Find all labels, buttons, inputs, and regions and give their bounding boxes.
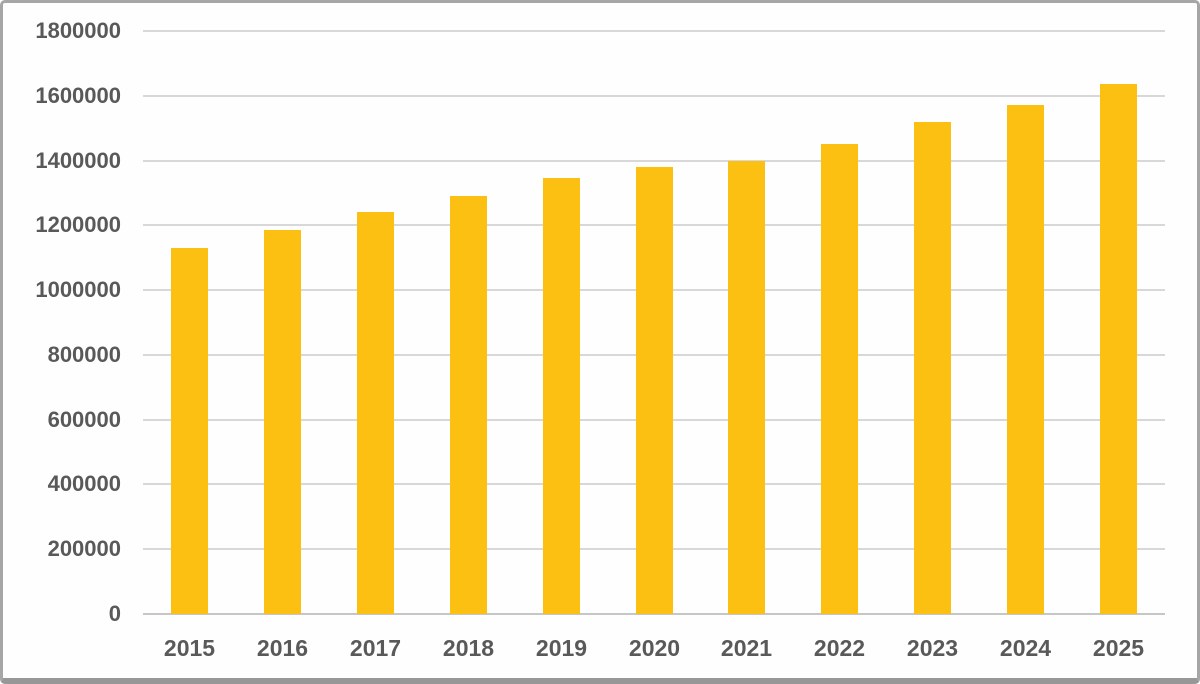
y-axis-label: 0 — [108, 601, 121, 626]
gridline — [143, 94, 1165, 97]
y-axis-label: 600000 — [47, 406, 121, 432]
bar-2015 — [171, 248, 208, 614]
y-axis-label: 1400000 — [35, 147, 121, 173]
x-axis-label: 2025 — [1092, 635, 1145, 661]
bar-2017 — [357, 212, 394, 614]
y-axis-label: 400000 — [47, 471, 121, 497]
bar-2019 — [543, 178, 580, 614]
bar-2018 — [450, 196, 487, 614]
x-axis-label: 2021 — [720, 635, 773, 661]
x-axis-line — [143, 613, 1165, 615]
y-axis-label: 200000 — [47, 536, 121, 562]
x-axis-label: 2018 — [442, 635, 495, 661]
x-axis-label: 2023 — [906, 635, 959, 661]
bar-2023 — [914, 122, 951, 614]
y-axis-label: 800000 — [47, 341, 121, 367]
x-axis-label: 2017 — [349, 635, 402, 661]
bar-2020 — [636, 167, 673, 614]
x-axis-label: 2015 — [163, 635, 216, 661]
y-axis-label: 1800000 — [35, 18, 121, 43]
y-axis-label: 1200000 — [35, 212, 121, 238]
bar-2025 — [1100, 84, 1137, 614]
bar-2016 — [264, 230, 301, 614]
bar-2021 — [728, 161, 765, 614]
y-axis-label: 1000000 — [35, 277, 121, 303]
x-axis-label: 2020 — [628, 635, 681, 661]
x-axis-label: 2019 — [535, 635, 588, 661]
x-axis-label: 2024 — [999, 635, 1052, 661]
x-axis-label: 2016 — [256, 635, 309, 661]
x-axis-label: 2022 — [813, 635, 866, 661]
gridline — [143, 30, 1165, 32]
gridline — [143, 159, 1165, 162]
y-axis-label: 1600000 — [35, 82, 121, 108]
bar-2022 — [821, 144, 858, 614]
bar-2024 — [1007, 105, 1044, 614]
